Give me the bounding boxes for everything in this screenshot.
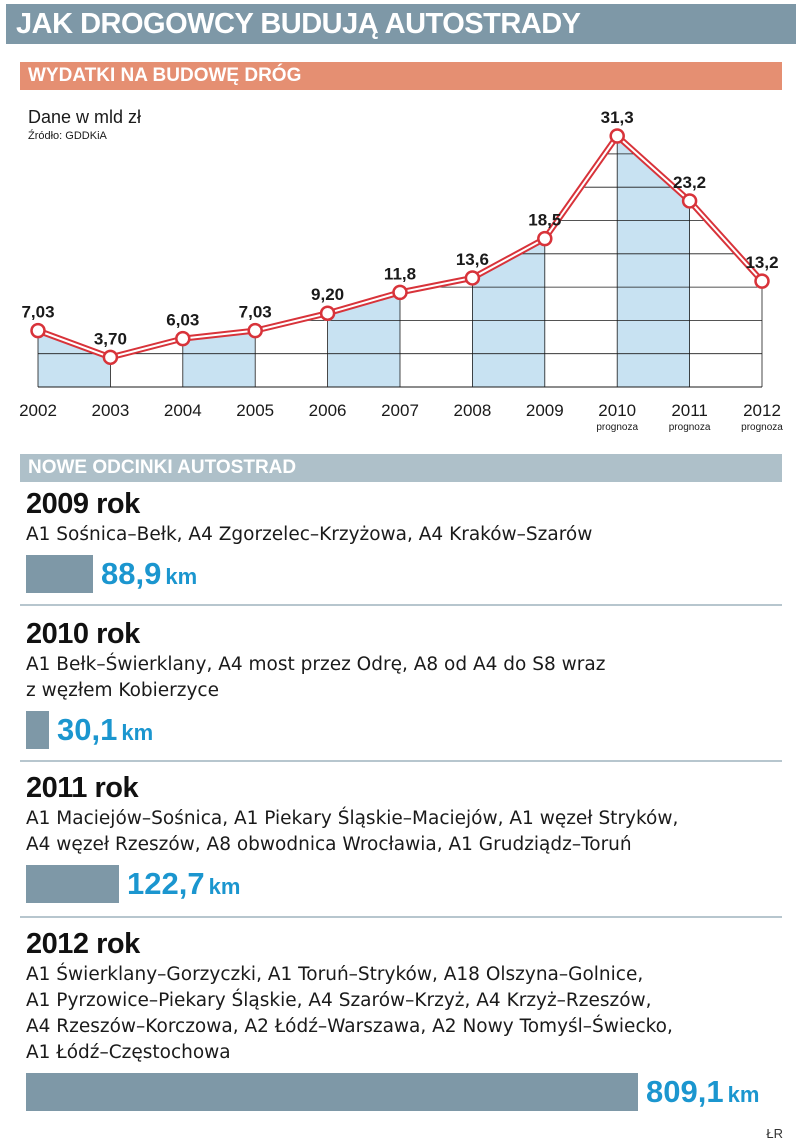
chart-shaded-area: [38, 330, 111, 387]
km-bar: [26, 1073, 638, 1111]
chart-x-tick-label: 2010: [598, 401, 636, 420]
year-title: 2009 rok: [26, 488, 140, 520]
year-title: 2012 rok: [26, 928, 140, 960]
year-title: 2010 rok: [26, 618, 140, 650]
chart-shaded-area: [617, 136, 690, 387]
year-block-2012: 2012 rok A1 Świerklany–Gorzyczki, A1 Tor…: [26, 928, 796, 1112]
km-number: 30,1: [57, 712, 118, 747]
chart-source-label: Źródło: GDDKiA: [28, 130, 107, 142]
km-unit: km: [727, 1082, 760, 1107]
km-value: 88,9 km: [101, 556, 197, 592]
chart-forecast-label: prognoza: [669, 422, 711, 433]
chart-point: [464, 270, 481, 286]
year-description: A1 Sośnica–Bełk, A4 Zgorzelec–Krzyżowa, …: [26, 524, 593, 545]
km-row: 88,9 km: [26, 554, 796, 594]
km-number: 122,7: [127, 866, 205, 901]
year-description: A1 Maciejów–Sośnica, A1 Piekary Śląskie–…: [26, 808, 679, 855]
chart-shaded-area: [182, 330, 256, 387]
year-description: A1 Świerklany–Gorzyczki, A1 Toruń–Strykó…: [26, 964, 673, 1063]
chart-value-label: 9,20: [311, 285, 344, 304]
chart-point: [392, 284, 408, 301]
year-title: 2011 rok: [26, 772, 139, 804]
author-credit: ŁR: [766, 1126, 783, 1141]
chart-x-tick-label: 2006: [309, 401, 347, 420]
spending-section-heading: WYDATKI NA BUDOWĘ DRÓG: [20, 62, 782, 90]
chart-x-tick-label: 2007: [381, 401, 419, 420]
chart-point: [247, 322, 263, 339]
km-number: 88,9: [101, 556, 162, 591]
year-block-2010: 2010 rok A1 Bełk–Świerklany, A4 most prz…: [26, 618, 796, 750]
km-number: 809,1: [646, 1074, 724, 1109]
km-unit: km: [121, 720, 154, 745]
chart-x-tick-label: 2012: [743, 401, 781, 420]
divider: [20, 604, 782, 606]
chart-point: [754, 273, 770, 289]
chart-x-tick-label: 2011: [671, 401, 708, 420]
km-unit: km: [208, 874, 241, 899]
km-bar: [26, 555, 93, 593]
km-row: 122,7 km: [26, 864, 796, 904]
segments-section-heading: NOWE ODCINKI AUTOSTRAD: [20, 454, 782, 482]
chart-meta: Dane w mld zł Źródło: GDDKiA: [28, 107, 141, 142]
chart-shaded-area: [472, 238, 545, 387]
chart-point: [175, 330, 191, 347]
chart-value-label: 11,8: [384, 264, 416, 283]
spending-line-chart: 7,03 2002 3,70 2003 6,03 2004 7,03 2005 9,20 2006…: [19, 108, 783, 433]
chart-x-tick-label: 2002: [19, 401, 57, 420]
chart-x-tick-label: 2003: [91, 401, 129, 420]
chart-value-label: 7,03: [239, 303, 272, 322]
chart-shaded-area: [327, 292, 400, 387]
chart-forecast-label: prognoza: [596, 422, 638, 433]
chart-value-label: 3,70: [94, 329, 127, 348]
km-row: 30,1 km: [26, 710, 796, 750]
chart-value-label: 7,03: [21, 303, 54, 322]
chart-x-tick-label: 2008: [453, 401, 491, 420]
km-value: 30,1 km: [57, 712, 153, 748]
year-description: A1 Bełk–Świerklany, A4 most przez Odrę, …: [26, 654, 606, 701]
chart-unit-label: Dane w mld zł: [28, 107, 142, 127]
main-title: JAK DROGOWCY BUDUJĄ AUTOSTRADY: [6, 4, 796, 44]
km-row: 809,1 km: [26, 1072, 796, 1112]
chart-point: [30, 322, 46, 339]
km-unit: km: [165, 564, 198, 589]
divider: [20, 760, 782, 762]
chart-point: [537, 230, 553, 247]
chart-value-label: 31,3: [601, 108, 634, 127]
chart-x-tick-label: 2005: [236, 401, 274, 420]
chart-value-label: 13,2: [745, 253, 778, 272]
chart-point: [609, 128, 625, 144]
km-bar: [26, 865, 119, 903]
chart-forecast-label: prognoza: [741, 422, 783, 433]
chart-point: [681, 193, 698, 209]
chart-x-tick-label: 2009: [526, 401, 564, 420]
chart-point: [319, 305, 336, 321]
chart-value-label: 23,2: [673, 173, 706, 192]
year-block-2009: 2009 rok A1 Sośnica–Bełk, A4 Zgorzelec–K…: [26, 488, 796, 594]
km-value: 122,7 km: [127, 866, 240, 902]
chart-value-label: 18,5: [528, 211, 561, 230]
km-bar: [26, 711, 49, 749]
divider: [20, 916, 782, 918]
km-value: 809,1 km: [646, 1074, 759, 1110]
year-block-2011: 2011 rok A1 Maciejów–Sośnica, A1 Piekary…: [26, 772, 796, 904]
chart-point: [102, 349, 119, 366]
chart-value-label: 13,6: [456, 250, 489, 269]
chart-value-label: 6,03: [166, 311, 199, 330]
chart-x-tick-label: 2004: [164, 401, 202, 420]
